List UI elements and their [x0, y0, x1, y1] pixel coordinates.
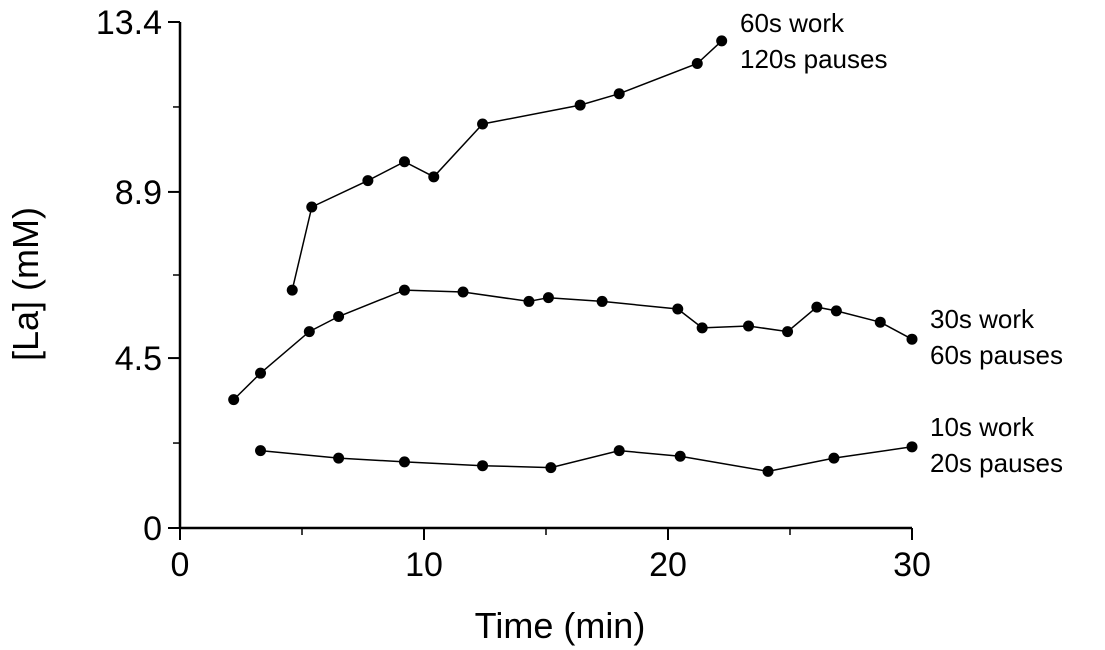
series-0-point-7: [613, 88, 625, 100]
series-0-point-5: [477, 118, 489, 130]
series-1-point-16: [906, 333, 918, 345]
series-1-point-6: [523, 295, 535, 307]
series-0-point-3: [398, 156, 410, 168]
series-1-point-4: [398, 284, 410, 296]
series-2-label-line-0: 10s work: [930, 412, 1035, 442]
series-0-point-9: [716, 35, 728, 47]
series-2-point-1: [333, 452, 345, 464]
series-2-point-3: [477, 460, 489, 472]
series-0-point-1: [306, 201, 318, 213]
series-1-point-1: [255, 367, 267, 379]
ticks: [168, 21, 913, 540]
series-2-point-0: [255, 445, 267, 457]
series-0-point-0: [286, 284, 298, 296]
series-1-point-8: [596, 295, 608, 307]
tick-labels: 0 10 20 30 0 4.5 8.9 13.4: [96, 4, 931, 584]
series-2-label-line-1: 20s pauses: [930, 448, 1063, 478]
series-1-point-15: [874, 316, 886, 328]
series-2-point-4: [545, 462, 557, 474]
series-2-point-6: [674, 450, 686, 462]
series-1-point-13: [811, 301, 823, 313]
x-tick-label-2: 20: [649, 546, 687, 584]
series-0-point-6: [574, 99, 586, 111]
series-1-point-9: [672, 303, 684, 315]
y-tick-label-1: 4.5: [115, 340, 162, 378]
y-axis-title: [La] (mM): [5, 207, 46, 361]
series-annotations: 60s work 120s pauses 30s work 60s pauses 10s…: [740, 8, 1063, 478]
series-2-point-2: [398, 456, 410, 468]
x-tick-label-3: 30: [893, 546, 931, 584]
series-2-point-9: [906, 441, 918, 453]
series-0-point-2: [362, 175, 374, 187]
series-1-line: [233, 289, 913, 401]
series-1-point-5: [457, 286, 469, 298]
series-1-point-2: [303, 326, 315, 338]
series-0-line: [291, 40, 723, 291]
series-group: [228, 35, 918, 477]
y-tick-label-2: 8.9: [115, 174, 162, 212]
series-2-point-5: [613, 445, 625, 457]
axes: [178, 22, 912, 530]
series-0-point-4: [428, 171, 440, 183]
x-tick-label-0: 0: [171, 546, 190, 584]
x-tick-label-1: 10: [405, 546, 443, 584]
series-1-point-10: [696, 322, 708, 334]
series-0-point-8: [691, 58, 703, 70]
series-1-point-14: [830, 305, 842, 317]
series-1-label-line-1: 60s pauses: [930, 340, 1063, 370]
series-0-label-line-1: 120s pauses: [740, 44, 887, 74]
series-2: [255, 441, 918, 477]
series-1-point-7: [542, 292, 554, 304]
series-1-point-12: [782, 326, 794, 338]
series-1-label-line-0: 30s work: [930, 304, 1035, 334]
series-1-point-11: [743, 320, 755, 332]
series-2-point-8: [828, 452, 840, 464]
x-axis-title: Time (min): [475, 605, 646, 646]
series-0-label-line-0: 60s work: [740, 8, 845, 38]
series-0: [286, 35, 728, 296]
series-1: [228, 284, 918, 406]
series-2-point-7: [762, 465, 774, 477]
y-tick-label-0: 0: [143, 510, 162, 548]
series-2-line: [260, 446, 913, 473]
y-tick-label-3: 13.4: [96, 4, 162, 42]
series-1-point-0: [228, 394, 240, 406]
series-1-point-3: [333, 311, 345, 323]
